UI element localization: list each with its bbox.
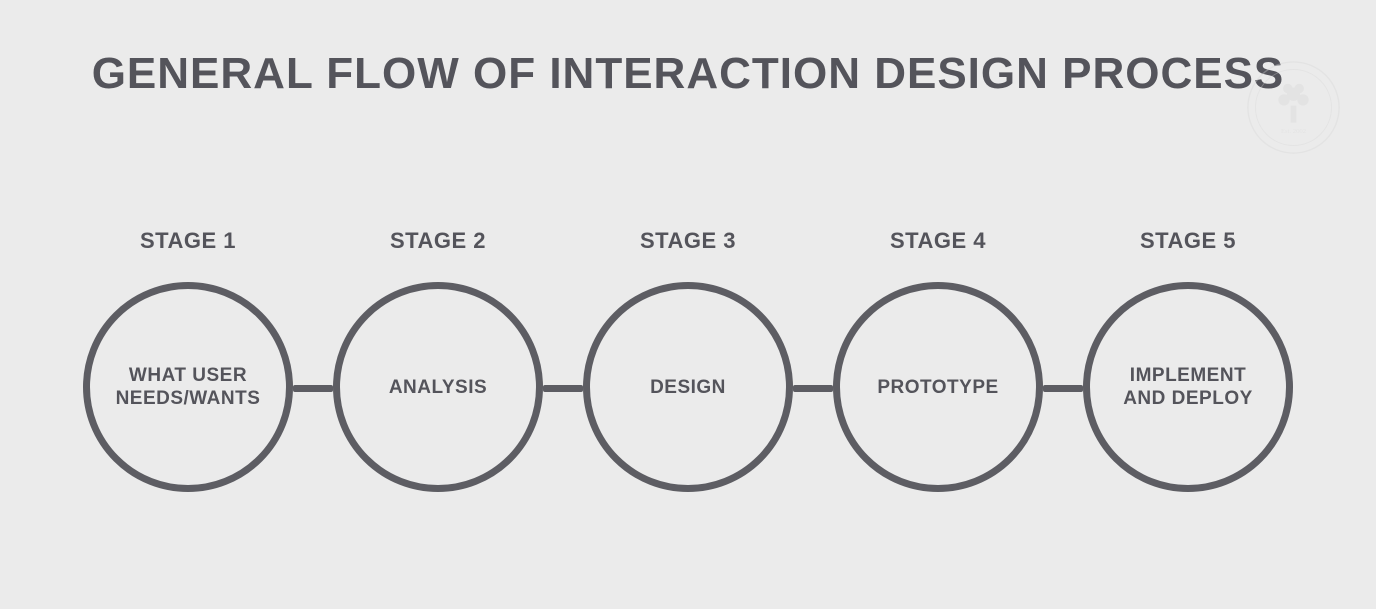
page-title: GENERAL FLOW OF INTERACTION DESIGN PROCE… <box>60 50 1316 98</box>
stage-content: IMPLEMENT AND DEPLOY <box>1108 364 1268 412</box>
connector-wrap <box>1043 284 1083 492</box>
stage-circle: ANALYSIS <box>333 282 543 492</box>
stage-5: STAGE 5 IMPLEMENT AND DEPLOY <box>1083 228 1293 492</box>
stage-3: STAGE 3 DESIGN <box>583 228 793 492</box>
connector-spacer <box>810 228 817 256</box>
connector <box>793 228 833 492</box>
connector-spacer <box>1060 228 1067 256</box>
stage-label: STAGE 3 <box>640 228 736 254</box>
connector-wrap <box>293 284 333 492</box>
stage-content: WHAT USER NEEDS/WANTS <box>108 364 268 412</box>
stage-circle: PROTOTYPE <box>833 282 1043 492</box>
stage-1: STAGE 1 WHAT USER NEEDS/WANTS <box>83 228 293 492</box>
connector <box>543 228 583 492</box>
stage-label: STAGE 2 <box>390 228 486 254</box>
connector-line <box>1043 385 1083 392</box>
stage-label: STAGE 1 <box>140 228 236 254</box>
stage-content: DESIGN <box>650 376 726 400</box>
stage-circle: DESIGN <box>583 282 793 492</box>
svg-text:Est. 2002: Est. 2002 <box>1281 128 1306 135</box>
connector-line <box>293 385 333 392</box>
stage-circle: WHAT USER NEEDS/WANTS <box>83 282 293 492</box>
flow-row: STAGE 1 WHAT USER NEEDS/WANTS STAGE 2 AN… <box>60 228 1316 492</box>
connector-wrap <box>543 284 583 492</box>
tree-seal-icon: Est. 2002 <box>1246 60 1341 155</box>
stage-circle: IMPLEMENT AND DEPLOY <box>1083 282 1293 492</box>
connector-wrap <box>793 284 833 492</box>
stage-label: STAGE 5 <box>1140 228 1236 254</box>
connector <box>293 228 333 492</box>
connector-spacer <box>560 228 567 256</box>
diagram-container: GENERAL FLOW OF INTERACTION DESIGN PROCE… <box>0 0 1376 609</box>
stage-4: STAGE 4 PROTOTYPE <box>833 228 1043 492</box>
stage-content: PROTOTYPE <box>877 376 998 400</box>
connector-spacer <box>310 228 317 256</box>
connector <box>1043 228 1083 492</box>
stage-label: STAGE 4 <box>890 228 986 254</box>
watermark-badge: Est. 2002 <box>1246 60 1341 155</box>
stage-2: STAGE 2 ANALYSIS <box>333 228 543 492</box>
stage-content: ANALYSIS <box>389 376 487 400</box>
connector-line <box>793 385 833 392</box>
connector-line <box>543 385 583 392</box>
